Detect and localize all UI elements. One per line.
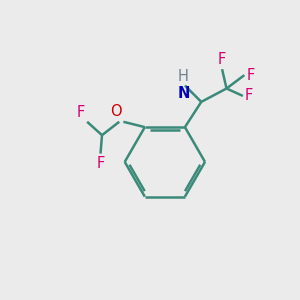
Text: F: F: [246, 68, 255, 82]
Text: F: F: [245, 88, 253, 104]
Text: F: F: [218, 52, 226, 67]
Text: N: N: [177, 86, 190, 101]
Text: H: H: [178, 69, 189, 84]
Text: F: F: [77, 105, 85, 120]
Text: O: O: [111, 104, 122, 119]
Text: F: F: [96, 156, 105, 171]
